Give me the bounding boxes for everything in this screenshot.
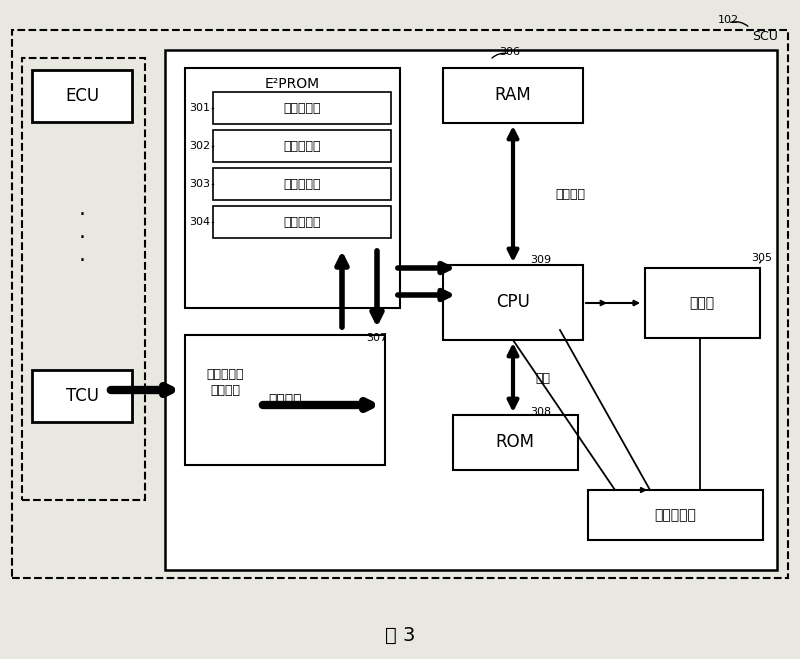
Text: 303: 303 xyxy=(189,179,210,189)
Text: 301: 301 xyxy=(189,103,210,113)
Text: 307: 307 xyxy=(366,333,387,343)
Text: 第一存储器: 第一存储器 xyxy=(283,101,321,115)
Text: 图 3: 图 3 xyxy=(385,625,415,645)
Text: 第四存储器: 第四存储器 xyxy=(283,215,321,229)
Text: RAM: RAM xyxy=(494,86,531,104)
Text: 程序: 程序 xyxy=(535,372,550,384)
Text: 第二存储器: 第二存储器 xyxy=(283,140,321,152)
Bar xyxy=(443,265,583,340)
Text: 卡接口: 卡接口 xyxy=(690,296,714,310)
Text: E²PROM: E²PROM xyxy=(265,77,319,91)
Text: ·: · xyxy=(78,228,86,248)
Bar xyxy=(185,68,400,308)
Bar xyxy=(588,490,763,540)
Text: 102: 102 xyxy=(718,15,738,25)
Text: 309: 309 xyxy=(530,255,551,265)
Bar xyxy=(213,92,391,124)
Text: 308: 308 xyxy=(530,407,551,417)
Text: ECU: ECU xyxy=(65,87,99,105)
Text: 306: 306 xyxy=(499,47,521,57)
Bar xyxy=(185,335,385,465)
Text: 第三存储器: 第三存储器 xyxy=(283,177,321,190)
Bar xyxy=(32,370,132,422)
Bar xyxy=(165,50,777,570)
Text: TCU: TCU xyxy=(66,387,98,405)
Text: 串行／并行: 串行／并行 xyxy=(206,368,244,382)
Text: CPU: CPU xyxy=(496,293,530,311)
Bar xyxy=(12,30,788,578)
Text: 302: 302 xyxy=(189,141,210,151)
Text: ·: · xyxy=(78,251,86,271)
Bar xyxy=(453,415,578,470)
Text: 305: 305 xyxy=(751,253,773,263)
Text: SCU: SCU xyxy=(752,30,778,42)
Text: 车辆数据: 车辆数据 xyxy=(210,384,240,397)
Bar xyxy=(645,268,760,338)
Text: 304: 304 xyxy=(189,217,210,227)
Text: ROM: ROM xyxy=(495,433,534,451)
Bar xyxy=(32,70,132,122)
Text: 智能卡数据: 智能卡数据 xyxy=(654,508,696,522)
Bar xyxy=(213,130,391,162)
Bar xyxy=(22,58,145,500)
Bar xyxy=(213,168,391,200)
Text: ·: · xyxy=(78,205,86,225)
Bar xyxy=(443,68,583,123)
Text: 车辆接口: 车辆接口 xyxy=(268,393,302,407)
Bar xyxy=(213,206,391,238)
Text: 临时数据: 临时数据 xyxy=(555,188,585,202)
